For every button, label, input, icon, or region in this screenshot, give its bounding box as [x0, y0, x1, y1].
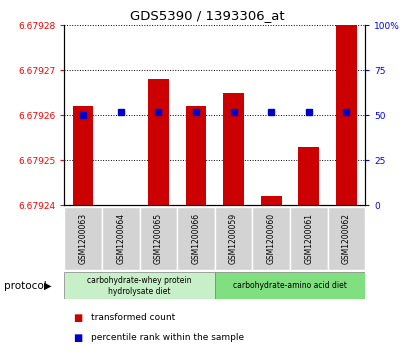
- Bar: [102, 207, 139, 270]
- Text: protocol: protocol: [4, 281, 47, 291]
- Bar: [223, 93, 244, 205]
- Text: GSM1200063: GSM1200063: [78, 213, 88, 264]
- Text: transformed count: transformed count: [91, 313, 176, 322]
- Text: ▶: ▶: [44, 281, 51, 291]
- Text: GSM1200064: GSM1200064: [116, 213, 125, 264]
- Text: GSM1200061: GSM1200061: [304, 213, 313, 264]
- Bar: [327, 207, 365, 270]
- Bar: [215, 272, 365, 299]
- Bar: [148, 79, 168, 205]
- Text: GSM1200060: GSM1200060: [267, 213, 276, 264]
- Text: GSM1200065: GSM1200065: [154, 213, 163, 264]
- Text: percentile rank within the sample: percentile rank within the sample: [91, 333, 244, 342]
- Text: carbohydrate-amino acid diet: carbohydrate-amino acid diet: [233, 281, 347, 290]
- Text: carbohydrate-whey protein
hydrolysate diet: carbohydrate-whey protein hydrolysate di…: [87, 276, 192, 296]
- Text: ■: ■: [73, 313, 82, 323]
- Bar: [186, 106, 206, 205]
- Bar: [252, 207, 290, 270]
- Bar: [336, 3, 357, 205]
- Text: GSM1200059: GSM1200059: [229, 213, 238, 264]
- Bar: [177, 207, 215, 270]
- Bar: [73, 106, 93, 205]
- Text: ■: ■: [73, 333, 82, 343]
- Bar: [298, 147, 319, 205]
- Bar: [215, 207, 252, 270]
- Bar: [261, 196, 281, 205]
- Text: GSM1200062: GSM1200062: [342, 213, 351, 264]
- Text: GDS5390 / 1393306_at: GDS5390 / 1393306_at: [130, 9, 285, 22]
- Bar: [64, 207, 102, 270]
- Bar: [64, 272, 215, 299]
- Bar: [290, 207, 327, 270]
- Text: GSM1200066: GSM1200066: [191, 213, 200, 264]
- Bar: [139, 207, 177, 270]
